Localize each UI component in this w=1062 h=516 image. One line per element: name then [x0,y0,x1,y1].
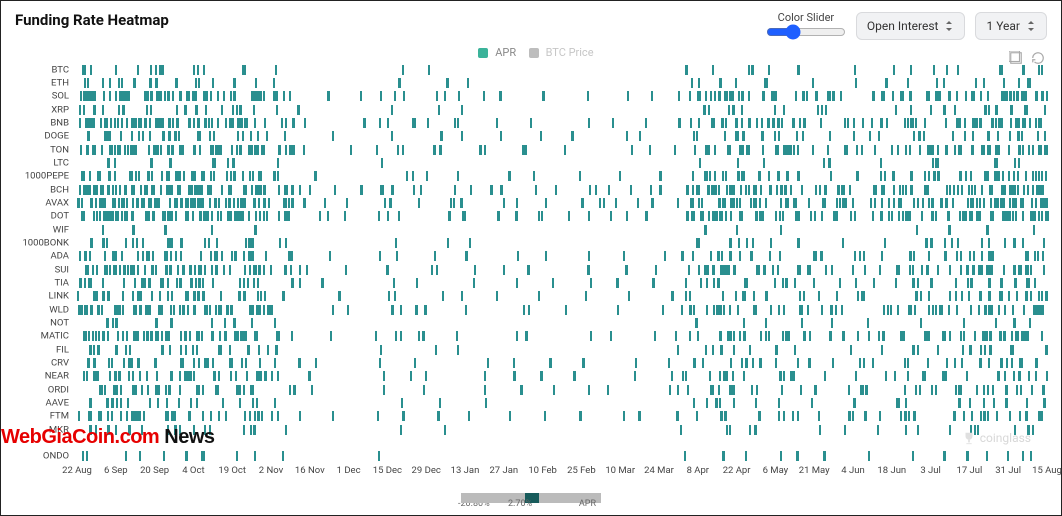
y-label: LTC [53,158,69,169]
x-label: 6 Sep [104,465,128,476]
x-label: 15 Aug [1032,465,1062,476]
heatmap-plot[interactable] [77,63,1045,463]
y-label: NEAR [45,371,69,382]
x-label: 27 Jan [489,465,518,476]
y-label: BCH [50,184,69,195]
x-label: 10 Mar [605,465,635,476]
x-label: 13 Jan [451,465,480,476]
y-label: XRP [51,104,69,115]
x-label: 8 Apr [687,465,709,476]
y-label: CRV [51,358,69,369]
color-slider[interactable] [766,24,846,40]
legend-swatch-btcprice [529,48,539,58]
color-slider-label: Color Slider [778,11,834,24]
x-label: 18 Jun [877,465,906,476]
y-label: NOT [50,318,69,329]
y-label: SUI [55,264,69,275]
y-label: MATIC [41,331,69,342]
y-label: WLD [49,304,69,315]
y-label: BTC [51,64,69,75]
x-label: 6 May [763,465,789,476]
legend: APR BTC Price [1,46,1061,59]
y-axis: BTC ETH SOL XRP BNB DOGE TON LTC 1000PEPE BCH AVAX… [15,63,73,463]
x-label: 25 Feb [567,465,596,476]
y-label: TIA [54,278,69,289]
y-label: AAVE [46,398,69,409]
x-label: 1 Dec [337,465,361,476]
y-label: ADA [50,251,69,262]
sort-dropdown-label: Open Interest [867,19,939,33]
y-label: 1000BONK [22,238,69,249]
y-label: BNB [50,118,69,129]
x-axis: 22 Aug 6 Sep 20 Sep 4 Oct 19 Oct 2 Nov 16 Nov 1… [15,465,1047,481]
page-title: Funding Rate Heatmap [15,11,169,29]
x-label: 21 May [799,465,830,476]
x-label: 31 Jul [995,465,1021,476]
y-label: ORDI [48,384,69,395]
x-label: 24 Mar [644,465,674,476]
y-label: AVAX [45,198,69,209]
x-label: 10 Feb [528,465,557,476]
y-label: MKR [49,424,69,435]
y-label: WIF [53,224,69,235]
y-label: LINK [49,291,69,302]
legend-label-apr[interactable]: APR [495,46,516,59]
legend-swatch-apr [478,48,488,58]
color-slider-wrap: Color Slider [766,11,846,40]
y-label: FTM [50,411,69,422]
sort-arrows-icon [944,21,954,31]
x-label: 4 Oct [182,465,204,476]
x-label: 2 Nov [259,465,283,476]
sort-dropdown[interactable]: Open Interest [856,12,966,40]
y-label: SOL [52,91,69,102]
y-label: 1000PEPE [25,171,69,182]
chart-area: BTC ETH SOL XRP BNB DOGE TON LTC 1000PEPE BCH AVAX… [15,63,1047,463]
y-label: ETH [51,78,69,89]
x-label: 16 Nov [295,465,325,476]
y-label: DOT [51,211,69,222]
range-dropdown[interactable]: 1 Year [975,12,1047,40]
color-scale-max: APR [579,499,596,509]
y-label: DOGE [44,131,69,142]
x-label: 20 Sep [140,465,169,476]
x-label: 17 Jul [956,465,982,476]
x-label: 29 Dec [412,465,441,476]
x-label: 19 Oct [218,465,246,476]
controls: Color Slider Open Interest 1 Year [766,11,1047,40]
x-label: 4 Jun [841,465,864,476]
y-label: TON [50,144,69,155]
color-scale-center: 2.70% [508,499,532,509]
y-label: ONDO [43,451,69,462]
x-label: 22 Aug [62,465,92,476]
range-arrows-icon [1026,21,1036,31]
x-label: 15 Dec [373,465,402,476]
color-scale: -20.80% APR 2.70% [446,487,616,501]
x-label: 22 Apr [723,465,751,476]
range-dropdown-label: 1 Year [986,19,1020,33]
y-label: FIL [56,344,69,355]
x-label: 3 Jul [920,465,940,476]
legend-label-btcprice[interactable]: BTC Price [546,46,594,59]
